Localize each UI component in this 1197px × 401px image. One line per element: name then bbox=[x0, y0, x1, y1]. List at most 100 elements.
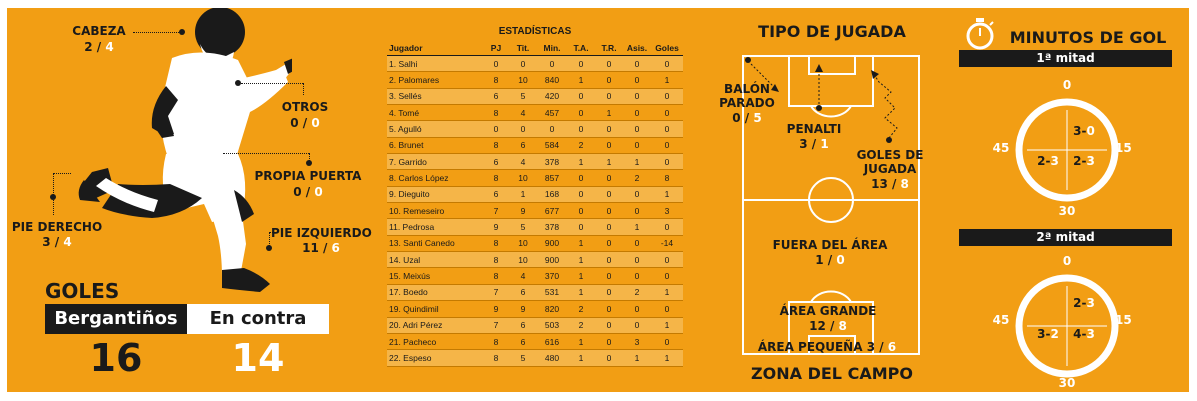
stats-cell: 1 bbox=[567, 349, 595, 367]
stats-cell: 7 bbox=[483, 284, 509, 302]
stats-cell: 0 bbox=[651, 333, 683, 351]
stats-cell: 7 bbox=[483, 317, 509, 334]
stats-header: PJ bbox=[483, 41, 509, 56]
stats-cell: 1 bbox=[651, 317, 683, 334]
stats-cell: 480 bbox=[537, 349, 567, 367]
stats-row: 19. Quindimil 9 9 820 2 0 0 0 bbox=[387, 300, 683, 318]
stats-cell: 168 bbox=[537, 186, 567, 204]
stats-cell: 0 bbox=[567, 218, 595, 236]
player-name-cell: 8. Carlos López bbox=[387, 169, 483, 187]
stats-cell: 857 bbox=[537, 169, 567, 187]
stats-cell: 1 bbox=[567, 71, 595, 89]
stats-header: T.A. bbox=[567, 41, 595, 56]
stats-cell: 1 bbox=[567, 153, 595, 171]
stats-cell: 0 bbox=[567, 186, 595, 204]
stats-row: 6. Brunet 8 6 584 2 0 0 0 bbox=[387, 137, 683, 155]
stats-cell: 1 bbox=[567, 267, 595, 285]
stats-cell: 0 bbox=[651, 88, 683, 106]
stats-cell: 370 bbox=[537, 267, 567, 285]
stats-cell: 0 bbox=[537, 55, 567, 73]
stats-row: 4. Tomé 8 4 457 0 1 0 0 bbox=[387, 104, 683, 122]
stats-cell: 5 bbox=[509, 349, 537, 367]
stats-cell: 0 bbox=[595, 317, 623, 334]
stats-cell: 0 bbox=[623, 104, 651, 122]
stats-header: Tit. bbox=[509, 41, 537, 56]
area-pequena-label: ÁREA PEQUEÑA bbox=[757, 340, 863, 354]
second-half-tick-45: 45 bbox=[992, 313, 1010, 327]
stats-cell: 1 bbox=[509, 186, 537, 204]
stats-row: 2. Palomares 8 10 840 1 0 0 1 bbox=[387, 71, 683, 89]
stats-cell: 503 bbox=[537, 317, 567, 334]
stats-cell: 1 bbox=[567, 333, 595, 351]
stats-cell: 8 bbox=[483, 251, 509, 269]
stats-cell: 0 bbox=[623, 71, 651, 89]
first-half-bar: 1ª mitad bbox=[959, 50, 1172, 67]
second-half-tick-0: 0 bbox=[1062, 254, 1072, 268]
cabeza-connector bbox=[133, 32, 181, 33]
stats-cell: 8 bbox=[483, 137, 509, 155]
stats-cell: 378 bbox=[537, 153, 567, 171]
pie-derecho-value: 3 / 4 bbox=[42, 235, 72, 249]
propia-connector-v bbox=[309, 153, 310, 163]
propia-puerta-value: 0 / 0 bbox=[293, 185, 323, 199]
stats-row: 1. Salhi 0 0 0 0 0 0 0 bbox=[387, 55, 683, 73]
otros-label: OTROS bbox=[281, 100, 329, 114]
pie-izquierdo-connector-h bbox=[269, 232, 275, 233]
stats-cell: 0 bbox=[623, 202, 651, 220]
stats-cell: 0 bbox=[483, 120, 509, 138]
second-half-tick-15: 15 bbox=[1115, 313, 1132, 327]
player-name-cell: 15. Meixús bbox=[387, 267, 483, 285]
player-name-cell: 17. Boedo bbox=[387, 284, 483, 302]
stats-header: Jugador bbox=[387, 41, 483, 56]
goles-title: GOLES bbox=[45, 279, 120, 303]
area-grande-label: ÁREA GRANDE bbox=[779, 304, 877, 318]
stats-cell: 900 bbox=[537, 235, 567, 253]
player-name-cell: 21. Pacheco bbox=[387, 333, 483, 351]
stats-cell: 0 bbox=[567, 169, 595, 187]
stats-cell: 0 bbox=[651, 218, 683, 236]
player-name-cell: 19. Quindimil bbox=[387, 300, 483, 318]
stats-cell: -14 bbox=[651, 235, 683, 253]
pie-izquierdo-value: 11 / 6 bbox=[302, 241, 340, 255]
stats-cell: 0 bbox=[595, 186, 623, 204]
stats-cell: 0 bbox=[623, 267, 651, 285]
balon-parado-label-1: BALÓN bbox=[724, 82, 770, 96]
stats-cell: 8 bbox=[483, 235, 509, 253]
otros-connector-v bbox=[303, 83, 304, 95]
stats-row: 11. Pedrosa 9 5 378 0 0 1 0 bbox=[387, 218, 683, 236]
stats-cell: 0 bbox=[595, 71, 623, 89]
stats-cell: 420 bbox=[537, 88, 567, 106]
stats-cell: 2 bbox=[623, 284, 651, 302]
second-half-clock bbox=[1015, 274, 1119, 378]
stats-cell: 0 bbox=[623, 88, 651, 106]
minutos-gol-title: MINUTOS DE GOL bbox=[1009, 28, 1167, 47]
propia-dot bbox=[306, 160, 312, 166]
stats-cell: 2 bbox=[567, 137, 595, 155]
stats-cell: 0 bbox=[651, 55, 683, 73]
stats-cell: 0 bbox=[651, 267, 683, 285]
stats-cell: 677 bbox=[537, 202, 567, 220]
player-name-cell: 6. Brunet bbox=[387, 137, 483, 155]
stats-cell: 0 bbox=[567, 88, 595, 106]
first-half-tick-45: 45 bbox=[992, 141, 1010, 155]
stats-cell: 584 bbox=[537, 137, 567, 155]
balon-parado-value: 0 / 5 bbox=[732, 111, 762, 125]
area-grande-value: 12 / 8 bbox=[809, 319, 847, 333]
stats-cell: 0 bbox=[595, 284, 623, 302]
stats-cell: 840 bbox=[537, 71, 567, 89]
propia-connector-h bbox=[223, 153, 309, 154]
penalti-label: PENALTI bbox=[786, 122, 842, 136]
stats-cell: 10 bbox=[509, 71, 537, 89]
player-name-cell: 1. Salhi bbox=[387, 55, 483, 73]
first-half-q2: 2-3 bbox=[1073, 154, 1095, 168]
stats-cell: 0 bbox=[595, 235, 623, 253]
stopwatch-icon bbox=[966, 18, 994, 50]
stats-cell: 7 bbox=[483, 202, 509, 220]
stats-cell: 0 bbox=[623, 317, 651, 334]
stats-cell: 1 bbox=[567, 251, 595, 269]
second-half-q3: 3-2 bbox=[1037, 327, 1059, 341]
stats-cell: 0 bbox=[595, 251, 623, 269]
propia-puerta-label: PROPIA PUERTA bbox=[254, 169, 362, 183]
stats-cell: 0 bbox=[567, 104, 595, 122]
first-half-tick-30: 30 bbox=[1058, 204, 1076, 218]
